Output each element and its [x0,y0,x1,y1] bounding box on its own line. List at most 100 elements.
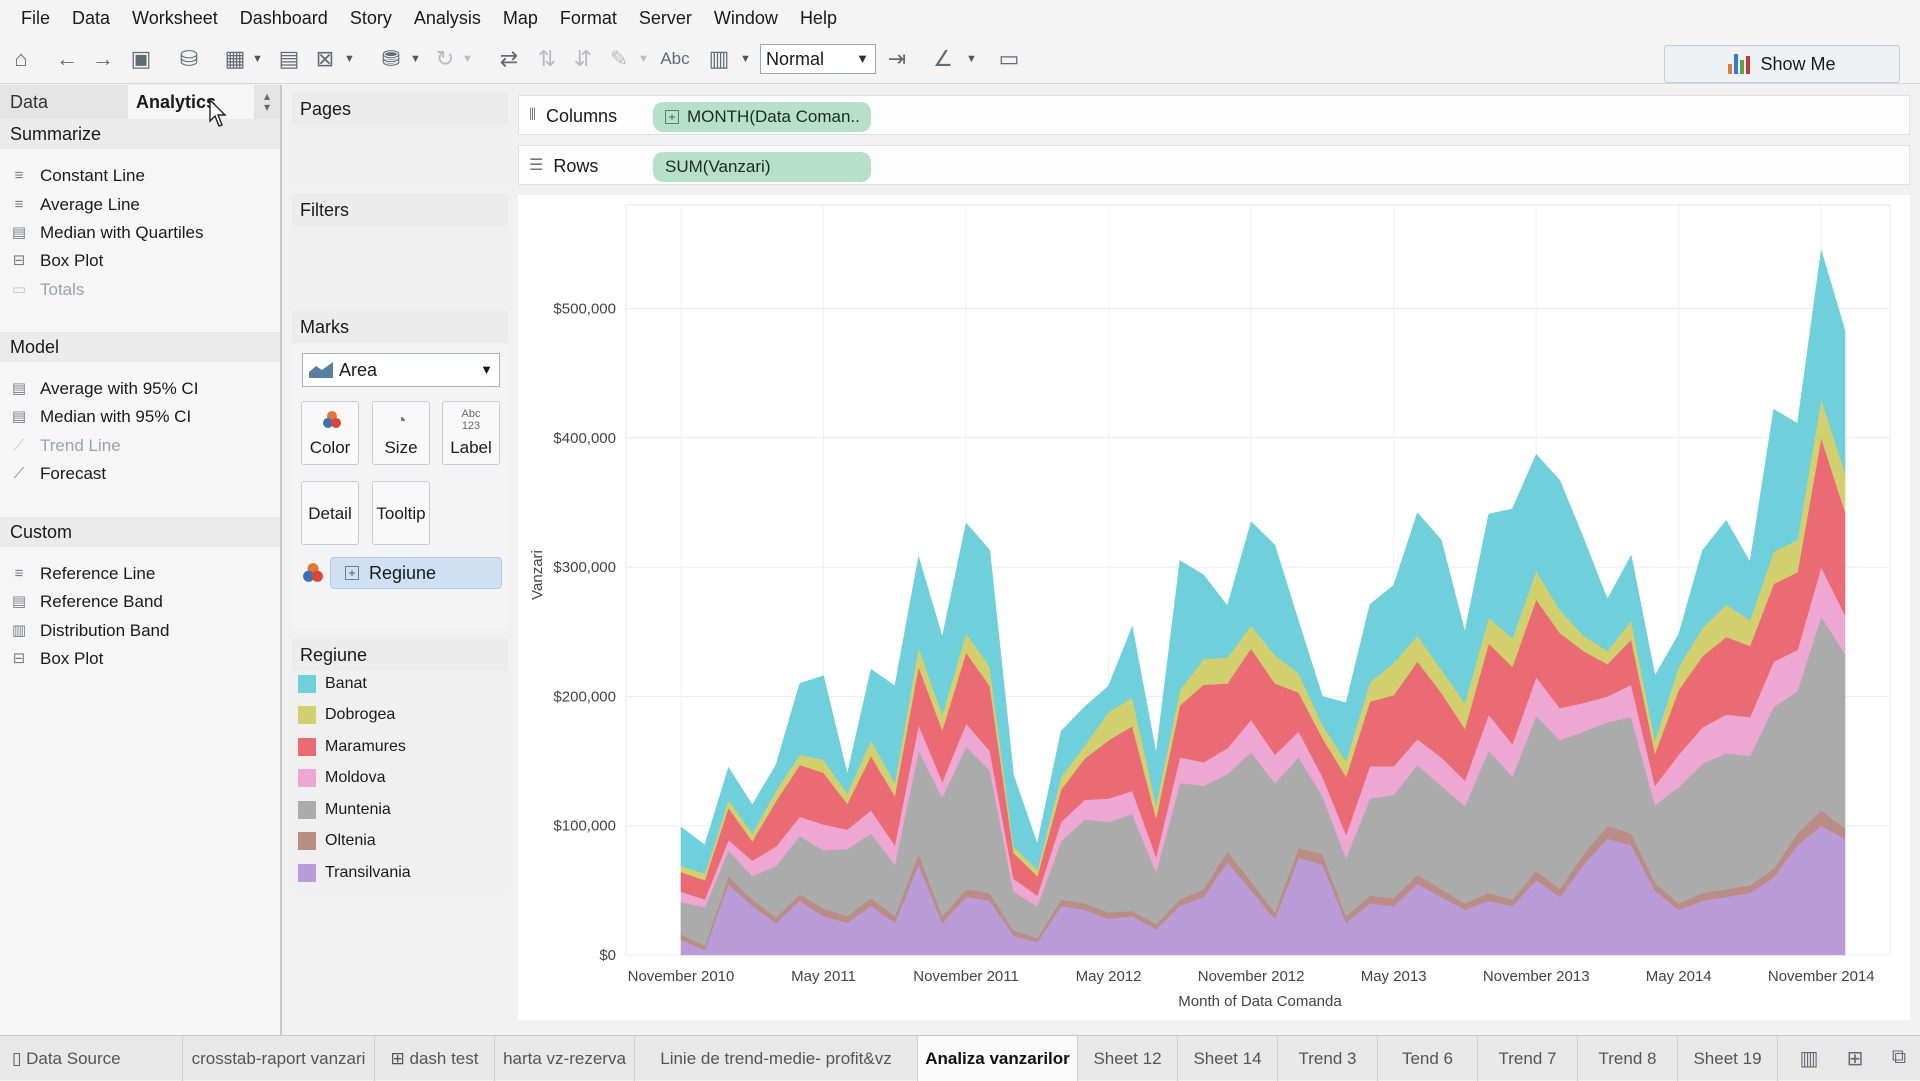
save-icon[interactable]: ▣ [130,46,152,71]
tab-trend-8[interactable]: Trend 8 [1578,1036,1678,1081]
chevron-down-icon[interactable]: ▼ [410,53,421,65]
pages-drop-area[interactable] [292,125,508,185]
analytics-item-average-ci[interactable]: ▤ Average with 95% CI [10,376,199,402]
filters-card[interactable]: Filters [292,194,508,302]
menu-analysis[interactable]: Analysis [413,8,481,28]
analytics-item-reference-band[interactable]: ▤ Reference Band [10,589,163,615]
show-me-button[interactable]: Show Me [1664,45,1900,83]
regiune-color-pill[interactable]: + Regiune [330,557,502,589]
color-button[interactable]: Color [301,401,359,465]
tab-data-source[interactable]: ▯ Data Source [0,1036,183,1081]
analytics-item-box-plot[interactable]: ⊟ Box Plot [10,248,104,274]
highlight-icon[interactable]: ✎ [609,46,629,71]
bar-chart-icon[interactable]: ▥ [708,46,730,71]
menu-map[interactable]: Map [502,8,538,28]
menu-dashboard[interactable]: Dashboard [239,8,328,28]
tab-sheet-19[interactable]: Sheet 19 [1678,1036,1778,1081]
filters-drop-area[interactable] [292,226,508,302]
menu-window[interactable]: Window [713,8,778,28]
columns-pill[interactable]: + MONTH(Data Coman.. [653,102,871,132]
new-story-icon[interactable]: ⧉ [1891,1046,1907,1068]
item-label: Average Line [40,195,140,214]
sort-descending-icon[interactable]: ⇵ [573,46,593,71]
menu-help[interactable]: Help [799,8,837,28]
tooltip-button[interactable]: Tooltip [372,481,430,545]
menu-format[interactable]: Format [559,8,617,28]
menu-story[interactable]: Story [349,8,392,28]
undo-icon[interactable]: ← [56,46,78,71]
new-worksheet-icon[interactable]: ▦ [224,46,246,71]
rows-shelf[interactable]: ☰ Rows SUM(Vanzari) [518,145,1910,185]
redo-icon[interactable]: → [92,46,114,71]
analytics-item-constant-line[interactable]: ≡ Constant Line [10,163,145,189]
pause-updates-icon[interactable]: ⛃ [381,46,401,71]
tab-trend-3[interactable]: Trend 3 [1278,1036,1378,1081]
tab-analytics[interactable]: Analytics [128,85,254,119]
refresh-icon[interactable]: ↻ [435,46,455,71]
panel-menu-icon[interactable]: ▴ ▾ [263,89,271,114]
new-worksheet-icon[interactable]: ▥ [1799,1048,1819,1070]
fit-select[interactable]: Normal ▼ [760,44,876,74]
area-series-banat[interactable] [680,250,1846,874]
sort-ascending-icon[interactable]: ⇅ [537,46,557,71]
show-labels-icon[interactable]: Abc [660,49,690,68]
chevron-down-icon[interactable]: ▼ [638,53,649,65]
analytics-item-forecast[interactable]: ⟋ Forecast [10,461,106,487]
chevron-down-icon[interactable]: ▼ [462,53,473,65]
show-me-label: Show Me [1760,53,1836,74]
rows-pill[interactable]: SUM(Vanzari) [653,152,871,182]
worksheet-view[interactable]: $0 $100,000 $200,000 $300,000 $400,000 $500,0… [518,195,1910,1020]
tab-analiza-vanzarilor[interactable]: Analiza vanzarilor [918,1036,1078,1081]
label-button[interactable]: Abc 123 Label [442,401,500,465]
duplicate-sheet-icon[interactable]: ▤ [278,46,300,71]
analytics-item-median-quartiles[interactable]: ▤ Median with Quartiles [10,220,204,246]
presentation-icon[interactable]: ▭ [998,46,1020,71]
legend-item-moldova[interactable]: Moldova [298,765,385,791]
pages-card[interactable]: Pages [292,93,508,185]
menu-server[interactable]: Server [638,8,692,28]
annotate-icon[interactable]: ∠ [933,46,953,71]
analytics-item-reference-line[interactable]: ≡ Reference Line [10,561,156,587]
home-icon[interactable]: ⌂ [14,46,28,71]
analytics-item-median-ci[interactable]: ▤ Median with 95% CI [10,404,191,430]
chevron-down-icon[interactable]: ▼ [344,53,355,65]
tab-crosstab-raport-vanzari[interactable]: crosstab-raport vanzari [183,1036,375,1081]
size-button[interactable]: ◔ Size [372,401,430,465]
legend-item-muntenia[interactable]: Muntenia [298,797,391,823]
analytics-item-trend-line[interactable]: ⟋ Trend Line [10,433,121,459]
expand-icon[interactable]: + [345,566,359,580]
swap-axes-icon[interactable]: ⇄ [499,46,519,71]
analytics-item-distribution-band[interactable]: ▥ Distribution Band [10,618,170,644]
legend-item-maramures[interactable]: Maramures [298,734,406,760]
analytics-item-average-line[interactable]: ≡ Average Line [10,192,140,218]
tab-tend-6[interactable]: Tend 6 [1378,1036,1478,1081]
detail-button[interactable]: Detail [301,481,359,545]
mark-type-select[interactable]: Area ▼ [302,353,500,387]
analytics-item-box-plot-custom[interactable]: ⊟ Box Plot [10,646,104,672]
tab-dash-test[interactable]: ⊞ dash test [375,1036,495,1081]
new-data-source-icon[interactable]: ⛁ [179,46,199,71]
menu-data[interactable]: Data [72,8,111,28]
chevron-down-icon[interactable]: ▼ [252,53,263,65]
area-chart[interactable]: $0 $100,000 $200,000 $300,000 $400,000 $500,0… [518,195,1910,1020]
legend-item-transilvania[interactable]: Transilvania [298,860,411,886]
chevron-down-icon[interactable]: ▼ [966,53,977,65]
pin-icon[interactable]: ⇥ [887,46,907,71]
legend-item-dobrogea[interactable]: Dobrogea [298,702,395,728]
menu-worksheet[interactable]: Worksheet [132,8,218,28]
legend-item-banat[interactable]: Banat [298,671,367,697]
tab-sheet-12[interactable]: Sheet 12 [1078,1036,1178,1081]
tab-trend-7[interactable]: Trend 7 [1478,1036,1578,1081]
columns-shelf[interactable]: ⦀ Columns + MONTH(Data Coman.. [518,95,1910,135]
tab-linie-de-trend[interactable]: Linie de trend-medie- profit&vz [635,1036,918,1081]
expand-icon[interactable]: + [665,110,679,124]
legend-item-oltenia[interactable]: Oltenia [298,828,376,854]
chevron-down-icon[interactable]: ▼ [740,53,751,65]
analytics-item-totals[interactable]: ▭ Totals [10,277,85,303]
clear-sheet-icon[interactable]: ⊠ [315,46,335,71]
new-dashboard-icon[interactable]: ⊞ [1846,1048,1864,1070]
menu-file[interactable]: File [21,8,51,28]
tab-data[interactable]: Data [10,92,49,112]
tab-harta-vz-rezerva[interactable]: harta vz-rezerva [495,1036,635,1081]
tab-sheet-14[interactable]: Sheet 14 [1178,1036,1278,1081]
